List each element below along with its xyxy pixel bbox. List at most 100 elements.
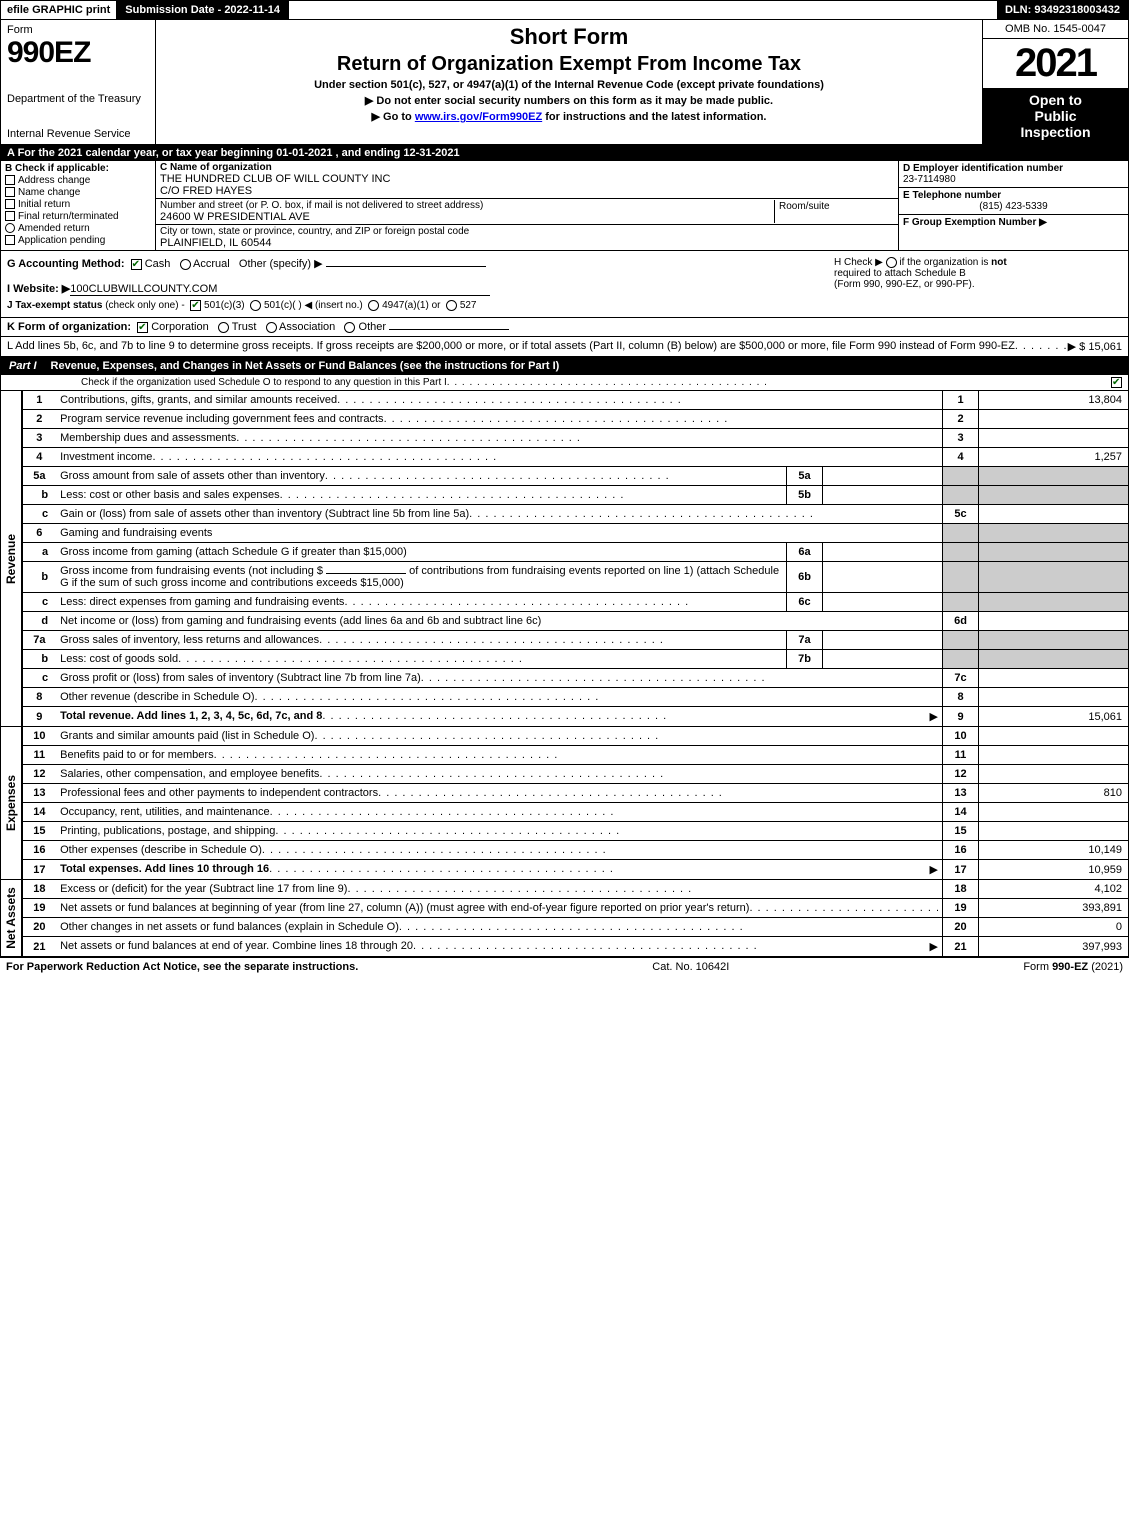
part-title: Revenue, Expenses, and Changes in Net As… — [45, 357, 1128, 375]
opt-app-pending[interactable]: Application pending — [5, 235, 151, 246]
h-text1: H Check ▶ — [834, 257, 883, 268]
dept-treasury: Department of the Treasury — [7, 93, 149, 105]
accrual-label: Accrual — [193, 258, 230, 270]
group-row: F Group Exemption Number ▶ — [899, 215, 1128, 250]
omb-number: OMB No. 1545-0047 — [983, 20, 1128, 39]
tel-row: E Telephone number (815) 423-5339 — [899, 188, 1128, 215]
revenue-section: Revenue 1Contributions, gifts, grants, a… — [0, 391, 1129, 727]
opt-address-change[interactable]: Address change — [5, 175, 151, 186]
opt-name-change[interactable]: Name change — [5, 187, 151, 198]
i-label: I Website: ▶ — [7, 283, 70, 295]
line-8: 8Other revenue (describe in Schedule O)8 — [22, 688, 1128, 707]
footer-center: Cat. No. 10642I — [358, 961, 1023, 973]
line-2: 2Program service revenue including gover… — [22, 410, 1128, 429]
line-7c: cGross profit or (loss) from sales of in… — [22, 669, 1128, 688]
line-14: 14Occupancy, rent, utilities, and mainte… — [22, 803, 1128, 822]
checkbox-icon — [5, 175, 15, 185]
street-value: 24600 W PRESIDENTIAL AVE — [160, 211, 774, 223]
org-name: THE HUNDRED CLUB OF WILL COUNTY INC — [160, 173, 894, 185]
netassets-vlabel: Net Assets — [0, 880, 22, 957]
top-bar: efile GRAPHIC print Submission Date - 20… — [0, 0, 1129, 20]
tax-year: 2021 — [983, 39, 1128, 88]
expenses-section: Expenses 10Grants and similar amounts pa… — [0, 727, 1129, 880]
line-5c: cGain or (loss) from sale of assets othe… — [22, 505, 1128, 524]
line-6c: cLess: direct expenses from gaming and f… — [22, 593, 1128, 612]
line-6b: bGross income from fundraising events (n… — [22, 562, 1128, 593]
topbar-spacer — [289, 1, 997, 19]
opt-initial-return[interactable]: Initial return — [5, 199, 151, 210]
arrow-icon: ▶ — [930, 863, 938, 876]
line-a: A For the 2021 calendar year, or tax yea… — [0, 145, 1129, 161]
k-corp-checkbox[interactable] — [137, 322, 148, 333]
cash-checkbox[interactable] — [131, 259, 142, 270]
note2-pre: ▶ Go to — [372, 111, 415, 123]
form-note-1: ▶ Do not enter social security numbers o… — [162, 94, 976, 107]
h-radio[interactable] — [886, 257, 897, 268]
line-7b: bLess: cost of goods sold7b — [22, 650, 1128, 669]
j-label: J Tax-exempt status — [7, 300, 102, 311]
room-cell: Room/suite — [774, 200, 894, 223]
city-row: City or town, state or province, country… — [156, 225, 898, 250]
irs-link[interactable]: www.irs.gov/Form990EZ — [415, 111, 542, 123]
j-4947-radio[interactable] — [368, 300, 379, 311]
form-number: 990EZ — [7, 36, 149, 70]
gh-left: G Accounting Method: Cash Accrual Other … — [1, 251, 828, 317]
line-6: 6Gaming and fundraising events — [22, 524, 1128, 543]
k-trust-radio[interactable] — [218, 322, 229, 333]
efile-label: efile GRAPHIC print — [1, 1, 117, 19]
form-title-1: Short Form — [162, 24, 976, 50]
line-19: 19Net assets or fund balances at beginni… — [22, 899, 1128, 918]
checkbox-icon — [5, 211, 15, 221]
footer-left: For Paperwork Reduction Act Notice, see … — [6, 961, 358, 973]
l-amount: ▶ $ 15,061 — [1068, 340, 1122, 353]
ein-value: 23-7114980 — [903, 174, 1124, 185]
line-1: 1Contributions, gifts, grants, and simil… — [22, 391, 1128, 410]
row-h: H Check ▶ if the organization is not req… — [828, 251, 1128, 317]
revenue-vlabel: Revenue — [0, 391, 22, 727]
row-j: J Tax-exempt status (check only one) - 5… — [7, 300, 822, 311]
other-input[interactable] — [326, 266, 486, 267]
street-label: Number and street (or P. O. box, if mail… — [160, 200, 774, 211]
website-link[interactable]: 100CLUBWILLCOUNTY.COM — [70, 283, 490, 296]
line-9: 9Total revenue. Add lines 1, 2, 3, 4, 5c… — [22, 707, 1128, 727]
row-k: K Form of organization: Corporation Trus… — [0, 318, 1129, 337]
tel-value: (815) 423-5339 — [903, 201, 1124, 212]
g-label: G Accounting Method: — [7, 258, 125, 270]
k-other-input[interactable] — [389, 329, 509, 330]
ein-row: D Employer identification number 23-7114… — [899, 161, 1128, 188]
opt-amended-return[interactable]: Amended return — [5, 223, 151, 234]
open2: Public — [1034, 108, 1076, 124]
form-header: Form 990EZ Department of the Treasury In… — [0, 20, 1129, 145]
ein-label: D Employer identification number — [903, 163, 1124, 174]
l-text: L Add lines 5b, 6c, and 7b to line 9 to … — [7, 340, 1015, 353]
form-word: Form — [7, 24, 149, 36]
j-501c-radio[interactable] — [250, 300, 261, 311]
opt-final-return[interactable]: Final return/terminated — [5, 211, 151, 222]
j-501c3-checkbox[interactable] — [190, 300, 201, 311]
h-text3: required to attach Schedule B — [834, 268, 966, 279]
city-value: PLAINFIELD, IL 60544 — [160, 237, 894, 249]
line-6d: dNet income or (loss) from gaming and fu… — [22, 612, 1128, 631]
k-other-radio[interactable] — [344, 322, 355, 333]
submission-date: Submission Date - 2022-11-14 — [117, 1, 289, 19]
j-527-radio[interactable] — [446, 300, 457, 311]
header-center: Short Form Return of Organization Exempt… — [156, 20, 983, 144]
tel-label: E Telephone number — [903, 190, 1124, 201]
part-1-header: Part I Revenue, Expenses, and Changes in… — [0, 357, 1129, 375]
col-c: C Name of organization THE HUNDRED CLUB … — [156, 161, 898, 250]
street-row: Number and street (or P. O. box, if mail… — [156, 199, 898, 225]
line-11: 11Benefits paid to or for members11 — [22, 746, 1128, 765]
line-5a: 5aGross amount from sale of assets other… — [22, 467, 1128, 486]
line-10: 10Grants and similar amounts paid (list … — [22, 727, 1128, 746]
row-i: I Website: ▶100CLUBWILLCOUNTY.COM — [7, 282, 822, 296]
line-3: 3Membership dues and assessments3 — [22, 429, 1128, 448]
line-12: 12Salaries, other compensation, and empl… — [22, 765, 1128, 784]
part1-checkbox[interactable] — [1111, 377, 1122, 388]
part-1-sub: Check if the organization used Schedule … — [0, 375, 1129, 391]
other-label: Other (specify) ▶ — [239, 258, 323, 270]
org-name-label: C Name of organization — [160, 162, 894, 173]
accrual-radio[interactable] — [180, 259, 191, 270]
k-assoc-radio[interactable] — [266, 322, 277, 333]
col-b: B Check if applicable: Address change Na… — [1, 161, 156, 250]
expenses-vlabel: Expenses — [0, 727, 22, 880]
